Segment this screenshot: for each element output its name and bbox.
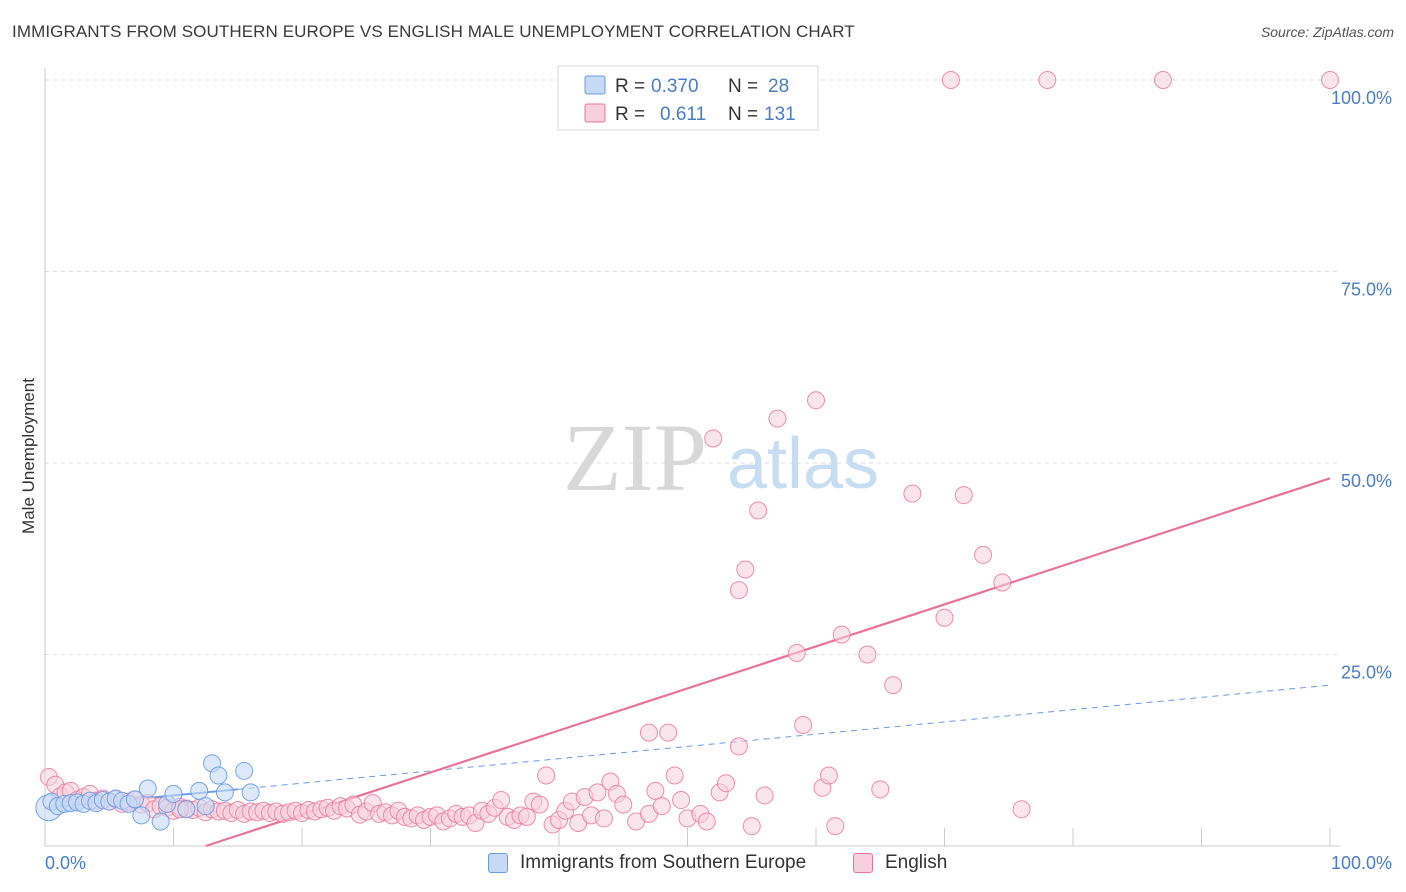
trend-lines bbox=[44, 477, 1331, 848]
data-point-english bbox=[517, 807, 536, 826]
data-point-southern-europe bbox=[132, 806, 151, 825]
y-tick-label: 75.0% bbox=[1341, 280, 1392, 300]
legend-r-value-2: 0.611 bbox=[660, 104, 706, 125]
data-point-english bbox=[697, 812, 716, 831]
data-point-southern-europe bbox=[241, 783, 260, 802]
data-point-english bbox=[588, 783, 607, 802]
data-point-english bbox=[993, 573, 1012, 592]
data-point-southern-europe bbox=[215, 783, 234, 802]
data-point-english bbox=[1012, 800, 1031, 819]
trend-line-pink bbox=[205, 477, 1331, 848]
legend-item-blue: Immigrants from Southern Europe bbox=[488, 852, 806, 874]
legend-blue-label: Immigrants from Southern Europe bbox=[520, 852, 807, 873]
watermark: ZIP atlas bbox=[563, 404, 879, 511]
data-point-english bbox=[1321, 71, 1339, 89]
data-point-english bbox=[903, 484, 922, 503]
legend-pink-swatch bbox=[584, 103, 606, 123]
data-point-english bbox=[1038, 71, 1057, 89]
data-point-english bbox=[652, 797, 671, 816]
legend-item-pink: English bbox=[853, 852, 947, 874]
watermark-atlas: atlas bbox=[727, 424, 879, 504]
data-point-english bbox=[768, 409, 787, 428]
data-point-english bbox=[659, 723, 678, 742]
data-point-english bbox=[871, 780, 890, 799]
grid-lines bbox=[45, 79, 1340, 655]
y-tick-label: 100.0% bbox=[1331, 88, 1392, 108]
data-point-english bbox=[736, 560, 755, 579]
data-point-english bbox=[492, 791, 511, 810]
data-point-english bbox=[672, 791, 691, 810]
legend-bottom: Immigrants from Southern Europe English bbox=[0, 852, 1406, 878]
legend-r-label-2: R = bbox=[615, 104, 645, 125]
data-point-southern-europe bbox=[235, 761, 254, 780]
data-point-southern-europe bbox=[190, 781, 209, 800]
y-tick-label: 25.0% bbox=[1341, 663, 1392, 683]
legend-n-label-2: N = bbox=[728, 104, 758, 125]
trend-line-blue-dashed bbox=[237, 684, 1331, 790]
data-point-southern-europe bbox=[164, 784, 183, 803]
data-point-southern-europe bbox=[138, 779, 157, 798]
data-point-english bbox=[884, 676, 903, 695]
data-point-southern-europe bbox=[177, 800, 196, 819]
legend-pink-marker bbox=[853, 853, 873, 873]
data-point-english bbox=[974, 545, 993, 564]
data-point-english bbox=[1153, 71, 1172, 89]
legend-n-value-1: 28 bbox=[768, 76, 789, 97]
data-point-southern-europe bbox=[196, 797, 215, 816]
data-point-english bbox=[742, 817, 761, 836]
data-point-english bbox=[954, 486, 973, 505]
data-point-english bbox=[858, 645, 877, 664]
data-point-english bbox=[704, 429, 723, 448]
legend-r-label-1: R = bbox=[615, 76, 645, 97]
data-point-english bbox=[755, 786, 774, 805]
y-tick-label: 50.0% bbox=[1341, 471, 1392, 491]
legend-blue-marker bbox=[488, 853, 508, 873]
x-tick-label-max: 100.0% bbox=[1331, 853, 1392, 873]
axes bbox=[44, 68, 1340, 847]
data-point-english bbox=[826, 817, 845, 836]
data-point-english bbox=[819, 766, 838, 785]
legend-top: R = 0.370 N = 28 R = 0.611 N = 131 bbox=[557, 65, 819, 131]
data-point-southern-europe bbox=[125, 790, 144, 809]
x-tick-label-min: 0.0% bbox=[45, 853, 86, 873]
legend-pink-label: English bbox=[885, 852, 948, 873]
legend-n-value-2: 131 bbox=[764, 104, 796, 125]
data-points bbox=[35, 71, 1339, 836]
data-point-english bbox=[832, 625, 851, 644]
data-point-english bbox=[749, 501, 768, 520]
data-point-southern-europe bbox=[209, 766, 228, 785]
legend-blue-swatch bbox=[584, 75, 606, 95]
data-point-english bbox=[941, 71, 960, 89]
data-point-english bbox=[807, 391, 825, 410]
data-point-english bbox=[594, 809, 613, 828]
legend-r-value-1: 0.370 bbox=[651, 76, 699, 97]
data-point-english bbox=[537, 766, 556, 785]
data-point-english bbox=[729, 581, 748, 600]
legend-n-label-1: N = bbox=[728, 76, 758, 97]
data-point-english bbox=[614, 795, 633, 814]
data-point-english bbox=[729, 737, 748, 756]
data-point-english bbox=[639, 723, 658, 742]
data-point-english bbox=[646, 781, 665, 800]
data-point-english bbox=[794, 715, 813, 734]
chart-title: IMMIGRANTS FROM SOUTHERN EUROPE VS ENGLI… bbox=[12, 22, 855, 41]
data-point-english bbox=[717, 774, 736, 793]
watermark-zip: ZIP bbox=[563, 404, 707, 511]
source-label: Source: ZipAtlas.com bbox=[1260, 24, 1394, 40]
y-axis-label: Male Unemployment bbox=[19, 378, 38, 534]
tick-labels: 100.0% 75.0% 50.0% 25.0% 0.0% 100.0% bbox=[45, 88, 1392, 873]
data-point-english bbox=[787, 643, 806, 662]
data-point-southern-europe bbox=[151, 812, 170, 831]
data-point-english bbox=[665, 766, 684, 785]
data-point-english bbox=[935, 608, 954, 627]
data-point-english bbox=[530, 795, 549, 814]
